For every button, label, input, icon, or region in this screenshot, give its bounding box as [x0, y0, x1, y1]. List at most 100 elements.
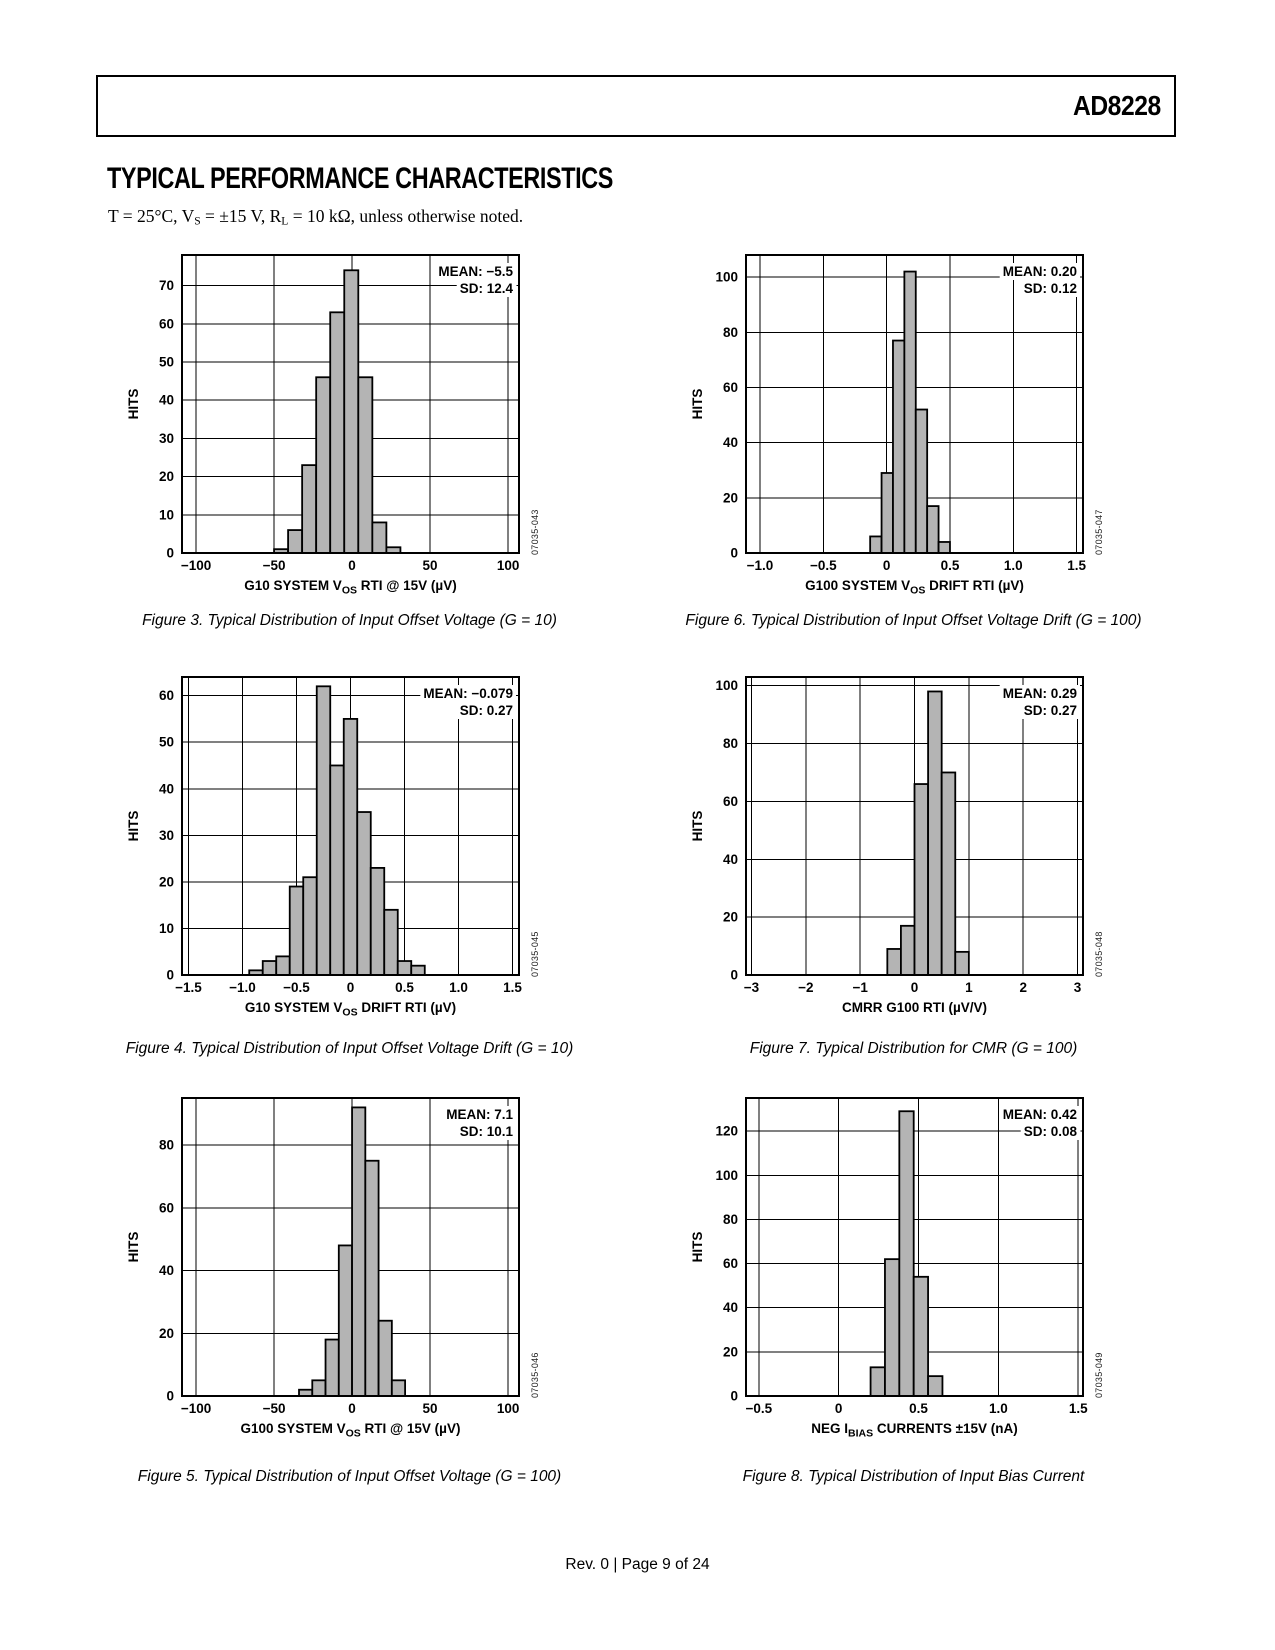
- y-tick-label: 50: [159, 354, 174, 369]
- figure-6-caption: Figure 6. Typical Distribution of Input …: [685, 612, 1142, 629]
- plot-frame: [180, 675, 521, 977]
- x-tick-label: −1: [852, 980, 868, 995]
- histogram-bar: [927, 690, 943, 976]
- y-tick-label: 80: [159, 1138, 174, 1153]
- mean-annotation: MEAN: −5.5: [438, 264, 513, 279]
- mean-annotation: MEAN: 0.20: [1003, 264, 1077, 279]
- histogram-bar: [927, 1375, 944, 1397]
- y-tick-label: 20: [723, 910, 738, 925]
- y-tick-label: 70: [159, 278, 174, 293]
- annotation-background: [999, 263, 1080, 280]
- histogram-bar: [900, 924, 916, 976]
- y-tick-label: 80: [723, 325, 738, 340]
- y-tick-label: 100: [715, 678, 738, 693]
- annotation-background: [456, 702, 516, 719]
- histogram-bar: [351, 1106, 367, 1397]
- y-tick-label: 0: [166, 1389, 174, 1404]
- x-tick-label: 3: [1074, 980, 1082, 995]
- x-tick-label: −1.0: [747, 558, 774, 573]
- plot-frame: [744, 1096, 1085, 1398]
- y-tick-label: 40: [723, 852, 738, 867]
- histogram-bar: [369, 867, 386, 976]
- y-tick-label: 0: [730, 968, 738, 983]
- x-tick-label: −0.5: [745, 1401, 772, 1416]
- x-axis-label: G10 SYSTEM VOS RTI @ 15V (µV): [244, 578, 456, 597]
- y-tick-label: 40: [159, 781, 174, 796]
- section-title-wrap: TYPICAL PERFORMANCE CHARACTERISTICS: [107, 162, 756, 196]
- histogram-bar: [898, 1110, 915, 1397]
- annotation-background: [999, 685, 1080, 702]
- figure-7-caption: Figure 7. Typical Distribution for CMR (…: [749, 1040, 1078, 1057]
- histogram-bar: [288, 885, 305, 976]
- y-tick-label: 60: [159, 1200, 174, 1215]
- histogram-bar: [337, 1244, 353, 1397]
- y-tick-label: 100: [715, 1168, 738, 1183]
- histogram-bar: [315, 376, 332, 554]
- figure-code: 07035-049: [1094, 1352, 1104, 1398]
- histogram-svg: 0 10 20 30 40 50 60 70 −100 −50 0 50 100 HITS G10 SYST…: [126, 253, 540, 597]
- x-tick-label: 1.0: [449, 980, 468, 995]
- histogram-bar: [357, 376, 374, 554]
- histogram-bar: [884, 1258, 901, 1397]
- part-number: AD8228: [1073, 90, 1161, 121]
- figure-3-caption: Figure 3. Typical Distribution of Input …: [142, 612, 557, 629]
- page-title: TYPICAL PERFORMANCE CHARACTERISTICS: [107, 162, 613, 195]
- histogram-bar: [315, 685, 332, 976]
- histogram-bar: [329, 764, 345, 976]
- annotation-background: [1020, 280, 1080, 297]
- annotation-background: [420, 685, 516, 702]
- plot-frame: [180, 253, 521, 555]
- mean-annotation: MEAN: 7.1: [446, 1107, 513, 1122]
- y-tick-label: 60: [723, 794, 738, 809]
- x-tick-label: −1.0: [229, 980, 256, 995]
- y-tick-label: 20: [159, 1326, 174, 1341]
- x-axis-label: G10 SYSTEM VOS DRIFT RTI (µV): [245, 1000, 456, 1019]
- y-axis-label: HITS: [126, 389, 141, 420]
- x-axis-label: G100 SYSTEM VOS DRIFT RTI (µV): [805, 578, 1024, 597]
- sd-annotation: SD: 0.12: [1024, 281, 1077, 296]
- histogram-svg: 0 10 20 30 40 50 60 −1.5 −1.0 −0.5 0 0.5 1.0 1.5 HITS G…: [126, 675, 540, 1019]
- y-tick-label: 60: [159, 316, 174, 331]
- test-conditions: T = 25°C, VS = ±15 V, RL = 10 kΩ, unless…: [108, 206, 523, 228]
- x-tick-label: −2: [798, 980, 813, 995]
- text-run: = 10 kΩ, unless otherwise noted.: [288, 206, 524, 226]
- annotation-background: [443, 1106, 517, 1123]
- histogram-svg: 0 20 40 60 80 −100 −50 0 50 100 HITS G100 SYSTEM VO…: [126, 1096, 540, 1440]
- histogram-bar: [396, 960, 413, 976]
- y-tick-label: 0: [730, 1389, 738, 1404]
- page-footer: Rev. 0 | Page 9 of 24: [565, 1556, 710, 1573]
- x-tick-label: 0: [348, 1401, 356, 1416]
- histogram-bar: [342, 718, 359, 976]
- figure-4-block: 0 10 20 30 40 50 60 −1.5 −1.0 −0.5 0 0.5 1.0 1.5 HITS G…: [112, 667, 587, 1058]
- mean-annotation: MEAN: 0.29: [1003, 686, 1077, 701]
- figure-5-block: 0 20 40 60 80 −100 −50 0 50 100 HITS G100 SYSTEM VO…: [112, 1088, 587, 1486]
- annotation-background: [1020, 702, 1080, 719]
- histogram-svg: 0 20 40 60 80 100 −3 −2 −1 0 1 2 3 HITS CMRR G100 RTI …: [690, 675, 1104, 1015]
- sd-annotation: SD: 0.27: [460, 703, 513, 718]
- x-tick-label: −0.5: [810, 558, 837, 573]
- sd-annotation: SD: 0.27: [1024, 703, 1077, 718]
- figure-code: 07035-043: [530, 509, 540, 555]
- x-tick-label: 0: [911, 980, 919, 995]
- x-axis-label: CMRR G100 RTI (µV/V): [842, 1000, 987, 1015]
- x-tick-label: 100: [497, 1401, 520, 1416]
- annotation-background: [456, 280, 517, 297]
- x-tick-label: −3: [744, 980, 760, 995]
- plot-frame: [180, 1096, 521, 1398]
- histogram-bar: [287, 529, 304, 554]
- histogram-bar: [302, 876, 318, 976]
- x-tick-label: 0.5: [941, 558, 960, 573]
- figure-6-block: 0 20 40 60 80 100 −1.0 −0.5 0 0.5 1.0 1.5 HITS G100 S…: [676, 245, 1151, 630]
- y-tick-label: 20: [159, 469, 174, 484]
- histogram-bar: [371, 521, 388, 554]
- y-axis-label: HITS: [690, 389, 705, 420]
- y-tick-label: 30: [159, 828, 174, 843]
- sd-annotation: SD: 10.1: [460, 1124, 514, 1139]
- annotation-background: [456, 1123, 517, 1140]
- annotation-background: [1020, 1123, 1081, 1140]
- y-tick-label: 60: [159, 688, 174, 703]
- mean-annotation: MEAN: 0.42: [1003, 1107, 1077, 1122]
- x-tick-label: 1.0: [989, 1401, 1008, 1416]
- y-tick-label: 40: [723, 1300, 738, 1315]
- histogram-bar: [886, 948, 902, 976]
